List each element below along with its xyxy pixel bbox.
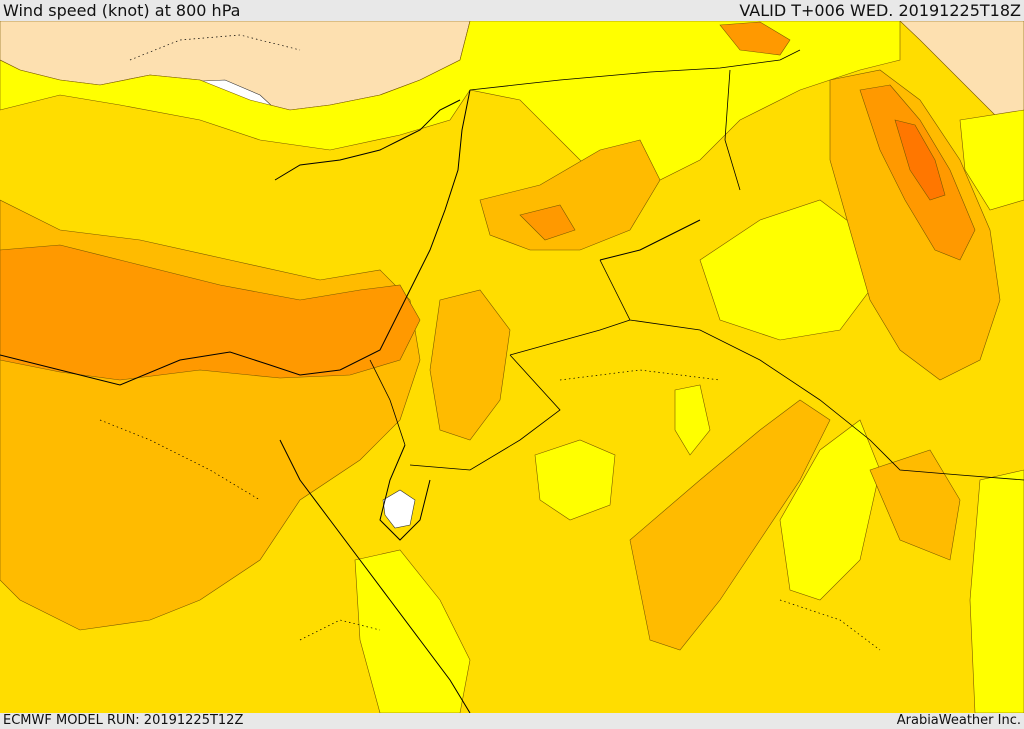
light-yellow-band-southeast: [969, 469, 1024, 713]
orange-region-northeast: [719, 21, 791, 56]
map-canvas: [0, 21, 1024, 713]
orange-region-west-inner: [519, 204, 576, 241]
light-yellow-patch-jordan: [674, 384, 711, 456]
low-wind-region-northeast: [899, 21, 1024, 121]
light-yellow-patch-center: [534, 439, 616, 521]
light-yellow-band-far-east: [959, 109, 1024, 211]
footer-bar: ECMWF MODEL RUN: 20191225T12Z ArabiaWeat…: [0, 713, 1024, 729]
header-bar: Wind speed (knot) at 800 hPa VALID T+006…: [0, 0, 1024, 21]
map-title: Wind speed (knot) at 800 hPa: [3, 1, 241, 20]
coastlines: [0, 89, 701, 713]
amber-region-jordan: [429, 289, 511, 441]
country-borders: [369, 49, 1024, 481]
light-yellow-patch-east2: [779, 419, 881, 601]
orange-region-mediterranean: [0, 244, 421, 381]
province-borders: [99, 34, 881, 651]
amber-region-gulf: [869, 449, 961, 561]
dark-orange-core-iraq: [894, 119, 946, 201]
amber-region-syria: [479, 139, 661, 251]
wind-speed-map[interactable]: [0, 21, 1024, 713]
credit-label: ArabiaWeather Inc.: [896, 713, 1021, 728]
light-yellow-patch-south: [354, 549, 471, 713]
amber-region-saudi: [629, 399, 831, 651]
calm-region-sinai: [382, 489, 416, 529]
valid-time-label: VALID T+006 WED. 20191225T18Z: [739, 1, 1021, 20]
amber-region-iraq: [829, 69, 1001, 381]
model-run-label: ECMWF MODEL RUN: 20191225T12Z: [3, 713, 244, 728]
